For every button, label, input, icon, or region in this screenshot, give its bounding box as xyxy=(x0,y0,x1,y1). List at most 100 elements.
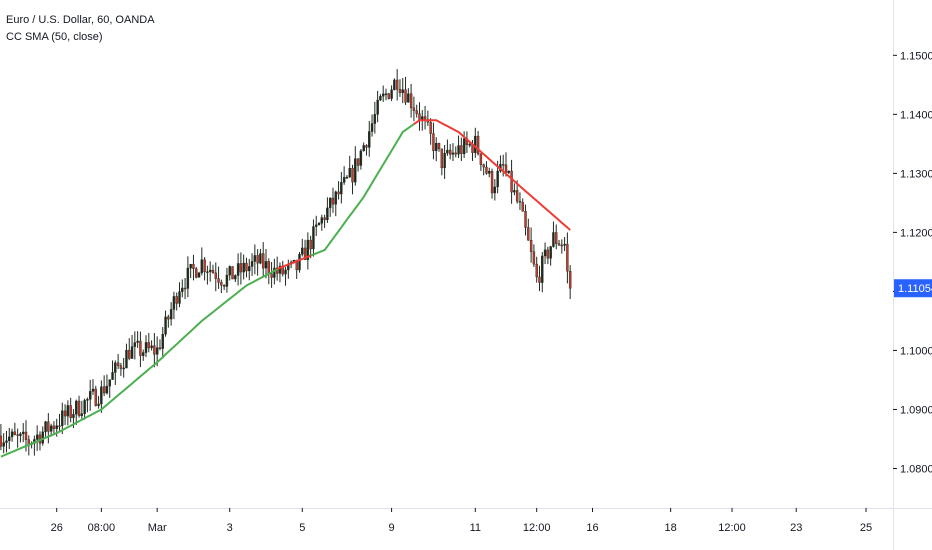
candle xyxy=(426,110,430,127)
candle-body xyxy=(16,434,19,436)
candle xyxy=(384,88,388,101)
candle-body xyxy=(563,243,566,246)
candle xyxy=(253,244,257,275)
candle-body xyxy=(460,145,463,155)
candle-body xyxy=(432,133,435,152)
candle xyxy=(181,279,184,298)
candle xyxy=(63,404,67,426)
candle-body xyxy=(114,362,117,373)
candle-body xyxy=(13,431,17,435)
candle xyxy=(172,291,176,320)
candle-body xyxy=(451,152,455,155)
candle xyxy=(387,92,390,100)
candle xyxy=(527,218,530,241)
candle-body xyxy=(443,152,446,169)
candle-body xyxy=(295,259,298,271)
candle xyxy=(161,327,164,359)
candle xyxy=(259,248,262,265)
candle-body xyxy=(153,345,156,355)
candle xyxy=(83,398,86,420)
sma-segment-rising xyxy=(0,268,278,458)
candle xyxy=(457,135,460,158)
candle-body xyxy=(75,400,78,415)
price-tick-label: 1.12000 xyxy=(900,227,932,239)
candle-body xyxy=(437,143,441,150)
candle-body xyxy=(35,434,39,440)
candle xyxy=(538,265,541,292)
candle-body xyxy=(189,264,192,269)
price-tick-label: 1.13000 xyxy=(900,168,932,180)
candle-body xyxy=(462,138,466,155)
candle xyxy=(278,262,282,283)
candle-body xyxy=(334,191,337,205)
candle-body xyxy=(376,99,379,115)
candle xyxy=(295,259,298,279)
candle xyxy=(16,428,19,448)
price-tick-label: 1.14000 xyxy=(900,109,932,121)
candle-body xyxy=(97,403,100,406)
candle-body xyxy=(398,89,402,93)
candle xyxy=(356,158,360,172)
candle-body xyxy=(186,267,190,289)
candle-body xyxy=(183,287,187,290)
time-tick-label: 11 xyxy=(470,522,481,534)
legend: Euro / U.S. Dollar, 60, OANDA CC SMA (50… xyxy=(6,12,155,46)
candle xyxy=(178,282,181,308)
candle xyxy=(326,197,329,223)
candle xyxy=(557,240,561,246)
candle-body xyxy=(253,255,257,262)
candle-body xyxy=(317,223,321,226)
candle-body xyxy=(504,164,508,173)
candle-body xyxy=(379,96,382,101)
candle xyxy=(75,399,78,425)
candle xyxy=(423,106,427,130)
candle-body xyxy=(220,282,223,286)
candle-body xyxy=(315,224,318,227)
candle-body xyxy=(116,362,120,366)
candle xyxy=(351,164,354,195)
candle-body xyxy=(52,425,56,429)
candle-body xyxy=(72,414,75,418)
indicator-label[interactable]: CC SMA (50, close) xyxy=(6,31,103,43)
candle-body xyxy=(549,246,552,259)
candle xyxy=(359,149,363,170)
candle-body xyxy=(49,425,53,432)
candle-body xyxy=(359,150,363,166)
candle-body xyxy=(476,135,480,155)
candle xyxy=(476,130,480,156)
candle xyxy=(100,380,103,413)
candle-body xyxy=(345,176,349,179)
candle-body xyxy=(144,342,148,353)
sma-layer xyxy=(0,119,571,458)
candle xyxy=(412,96,416,122)
candle xyxy=(256,249,259,276)
candle xyxy=(345,175,349,179)
price-axis[interactable]: 1.080001.090001.100001.110001.120001.130… xyxy=(893,0,932,550)
candle xyxy=(33,435,36,456)
candle xyxy=(474,127,477,158)
candle-body xyxy=(0,435,3,447)
candle xyxy=(19,432,22,443)
candle-body xyxy=(415,110,418,114)
candle xyxy=(317,221,321,226)
candle xyxy=(435,137,438,162)
candle-body xyxy=(105,385,109,394)
candle-body xyxy=(225,274,229,287)
candle xyxy=(546,246,550,265)
symbol-title[interactable]: Euro / U.S. Dollar, 60, OANDA xyxy=(6,14,155,26)
time-axis[interactable]: 26 08:00 Mar 3 5 9 11 12:00 16 18 12:00 23 25 xyxy=(0,508,932,534)
candle-body xyxy=(77,400,81,416)
candle-body xyxy=(155,347,159,355)
candle-body xyxy=(245,262,248,272)
candle xyxy=(211,264,215,274)
candle xyxy=(415,104,418,118)
time-tick-label: 26 xyxy=(51,522,63,534)
candle xyxy=(529,227,533,263)
candle xyxy=(479,153,483,171)
candle xyxy=(379,94,382,101)
candle xyxy=(164,310,167,337)
candle-body xyxy=(301,247,304,255)
candle-body xyxy=(2,442,5,447)
